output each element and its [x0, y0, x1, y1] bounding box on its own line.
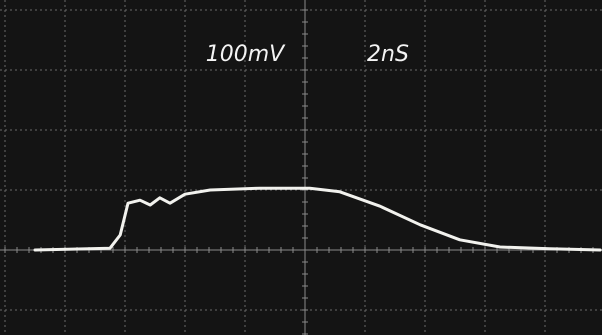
- time-per-div: 2nS: [367, 42, 409, 67]
- volts-per-div: 100mV: [206, 42, 286, 67]
- trace: [33, 186, 602, 252]
